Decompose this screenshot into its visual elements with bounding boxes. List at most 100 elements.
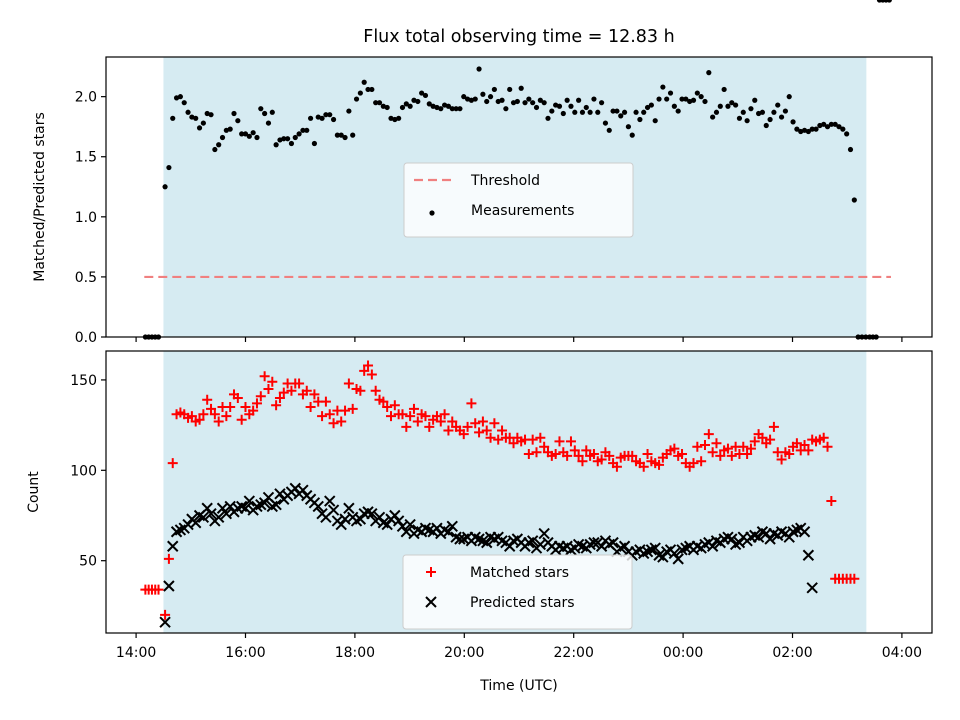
y-tick-label: 150 [70,373,97,389]
data-point [508,438,519,449]
data-point [153,584,164,595]
data-point [568,103,574,109]
data-point [641,109,647,115]
data-point [849,573,860,584]
data-point [389,400,400,411]
data-point [625,124,632,130]
data-point [236,414,247,425]
data-point [324,409,335,420]
legend-marker [425,596,437,608]
data-point [675,108,681,114]
data-point [677,449,688,460]
data-point [476,66,482,72]
data-point [791,438,802,449]
data-point [462,421,473,432]
data-point [202,394,213,405]
data-point [446,520,458,533]
data-point [671,103,677,109]
data-point [323,112,329,118]
data-point [822,441,833,452]
data-point [297,484,309,496]
data-point [445,103,452,109]
data-point [491,86,497,93]
data-point [232,393,243,403]
data-point [606,127,612,133]
data-point [507,86,513,93]
data-point [541,100,547,106]
data-point [782,108,788,114]
data-point [181,100,187,106]
data-point [745,443,756,454]
x-tick-label: 04:00 [882,645,922,661]
data-point [200,120,206,126]
data-point [336,416,347,427]
data-point [637,116,643,123]
data-point [294,378,305,389]
data-point [573,450,584,461]
data-point [768,421,779,432]
data-point [346,108,352,114]
data-point [167,458,178,469]
data-point [366,507,378,520]
data-point [259,371,270,382]
data-point [752,531,765,543]
data-point [696,456,707,467]
data-point [369,86,375,93]
data-point [765,434,776,445]
y-tick-label: 0.5 [75,270,97,286]
data-point [798,526,811,538]
data-point [438,106,444,112]
star-count-panel: 50 100 150 14:00 16:00 18:00 20:00 22:00 00:00 02… [26,351,933,661]
data-point [193,115,199,121]
legend-entry: Measurements [429,203,574,219]
data-point [610,108,616,114]
data-point [484,98,490,105]
data-point [177,94,183,100]
legend-label: Measurements [471,203,574,219]
data-point [231,110,237,117]
data-point [309,389,320,400]
data-point [343,502,355,514]
legend-entry: Predicted stars [425,595,575,611]
y-axis-label: Matched/Predicted stars [32,112,48,282]
legend-entry: Threshold [414,173,540,189]
data-point [717,103,723,109]
data-point [736,115,743,121]
data-point [196,125,203,131]
data-point [381,518,393,531]
data-point [317,411,328,422]
data-point [738,441,749,452]
data-point [477,416,488,427]
data-point [480,91,486,97]
data-point [530,100,536,106]
data-point [399,104,406,111]
data-point [481,425,492,436]
data-point [265,120,272,126]
data-point [836,124,842,130]
data-point [702,98,708,105]
data-point [749,436,760,447]
data-point [246,133,252,139]
y-tick-label: 0.0 [75,330,97,346]
data-point [338,132,344,138]
data-point [522,100,528,106]
data-point [560,110,566,117]
data-point [319,115,325,121]
data-point [809,126,815,132]
data-point [595,109,601,115]
data-point [821,121,827,127]
data-point [163,553,174,564]
data-point [545,115,551,121]
data-point [690,97,697,103]
data-point [365,86,371,93]
x-tick-label: 14:00 [116,645,156,661]
data-point [604,450,615,461]
data-point [305,402,316,413]
data-point [453,106,459,112]
data-point [722,443,733,454]
data-point [190,517,202,529]
data-point [790,119,796,125]
data-point [694,90,700,96]
data-point [759,109,766,115]
data-point [715,450,726,461]
